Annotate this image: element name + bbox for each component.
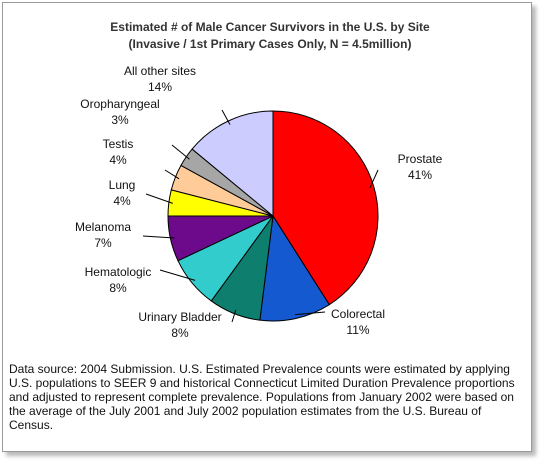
footnote: Data source: 2004 Submission. U.S. Estim… xyxy=(9,362,515,432)
slice-value-label: 4% xyxy=(113,194,131,208)
slice-value-label: 11% xyxy=(346,323,369,337)
slice-label: Lung xyxy=(109,178,136,192)
slice-label: Colorectal xyxy=(331,307,385,321)
slice-value-label: 4% xyxy=(109,153,127,167)
slice-label: All other sites xyxy=(124,64,196,78)
slice-label: Testis xyxy=(103,137,134,151)
leader-line xyxy=(369,169,379,189)
slice-value-label: 41% xyxy=(408,168,432,182)
slice-label: Urinary Bladder xyxy=(138,310,221,324)
leader-line xyxy=(164,169,180,180)
pie-slice xyxy=(259,214,330,322)
leader-line xyxy=(142,235,175,239)
slice-label: Prostate xyxy=(398,152,443,166)
slice-label: Melanoma xyxy=(75,220,131,234)
leader-line xyxy=(145,193,173,204)
slice-value-label: 3% xyxy=(111,113,129,127)
slice-label: Hematologic xyxy=(85,265,152,279)
leader-line xyxy=(221,109,231,125)
pie-slice xyxy=(272,110,379,306)
chart-title: Estimated # of Male Cancer Survivors in … xyxy=(110,20,430,34)
chart-subtitle: (Invasive / 1st Primary Cases Only, N = … xyxy=(129,37,412,51)
leader-line xyxy=(171,144,190,160)
slice-label: Oropharyngeal xyxy=(80,97,159,111)
slice-value-label: 8% xyxy=(171,326,189,340)
slice-value-label: 14% xyxy=(148,80,172,94)
slice-value-label: 8% xyxy=(109,281,127,295)
slice-value-label: 7% xyxy=(94,236,112,250)
leader-line xyxy=(159,269,196,281)
leader-line xyxy=(231,309,237,323)
leader-line xyxy=(294,311,326,316)
